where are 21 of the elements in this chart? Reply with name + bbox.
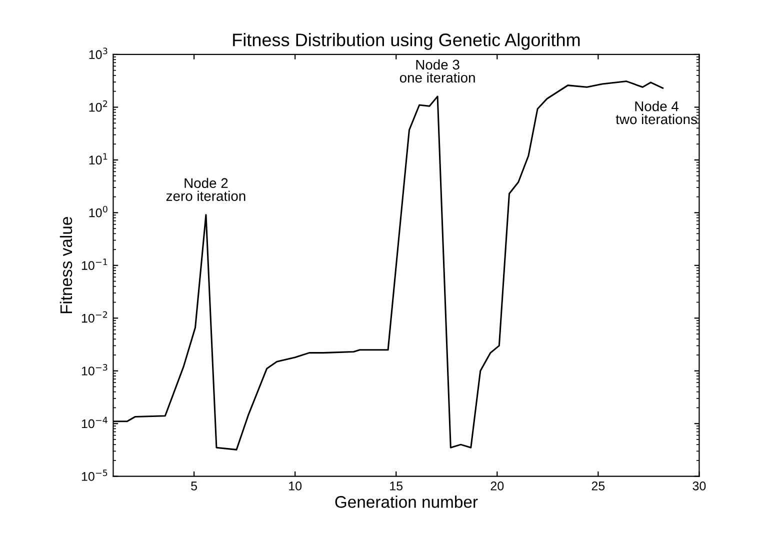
x-tick-label: 25	[592, 482, 605, 490]
y-tick-label: 10$^{0}$	[89, 206, 108, 218]
annotation: Node 4 two iterations	[616, 101, 697, 124]
y-tick-label: 10$^{2}$	[89, 100, 108, 112]
x-tick-label: 15	[390, 482, 403, 490]
x-tick-label: 5	[191, 482, 197, 490]
x-tick-label: 10	[289, 482, 302, 490]
y-axis-title: Fitness value	[60, 217, 72, 314]
annotation: Node 3 one iteration	[400, 59, 475, 83]
y-tick-label: 10$^{−1}$	[82, 258, 108, 270]
y-tick-label: 10$^{−3}$	[82, 364, 108, 376]
annotation: Node 2 zero iteration	[166, 178, 246, 201]
y-tick-label: 10$^{−5}$	[82, 470, 108, 481]
x-tick-label: 20	[490, 482, 504, 490]
y-tick-label: 10$^{1}$	[89, 153, 108, 164]
y-tick-label: 10$^{−2}$	[82, 311, 108, 323]
x-tick-label: 30	[692, 482, 706, 490]
y-tick-label: 10$^{3}$	[89, 48, 108, 60]
x-axis-title: Generation number	[335, 496, 478, 508]
y-tick-label: 10$^{−4}$	[82, 416, 108, 428]
chart-title: Fitness Distribution using Genetic Algorithm	[233, 33, 580, 50]
